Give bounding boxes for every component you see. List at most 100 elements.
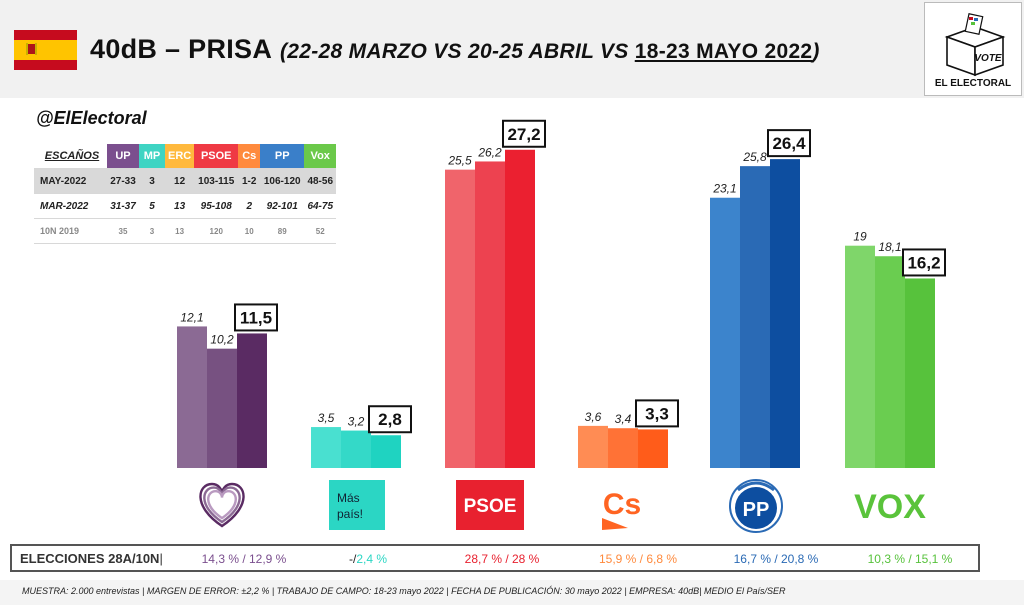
bar bbox=[740, 166, 770, 468]
seats-cell: 1-2 bbox=[238, 168, 261, 194]
seats-head-pp: PP bbox=[260, 144, 305, 169]
seats-cell: 5 bbox=[139, 193, 165, 219]
seats-cell: 3 bbox=[139, 168, 165, 194]
bar-group-cs: 3,6 3,4 3,3 bbox=[578, 399, 679, 468]
seats-cell: 89 bbox=[260, 218, 305, 244]
result-cs: 15,9 % / 6,8 % bbox=[598, 552, 678, 566]
data-label: 26,2 bbox=[477, 145, 502, 159]
seats-cell: 31-37 bbox=[107, 193, 139, 219]
logo-text: EL ELECTORAL bbox=[934, 78, 1012, 89]
vox-logo: VOX bbox=[854, 488, 926, 526]
data-label-current: 11,5 bbox=[240, 308, 272, 327]
footer: MUESTRA: 2.000 entrevistas | MARGEN DE E… bbox=[0, 580, 1024, 605]
seats-cell: 64-75 bbox=[304, 193, 337, 219]
psoe-logo: PSOE bbox=[456, 480, 524, 530]
bar bbox=[177, 326, 207, 468]
bar bbox=[505, 149, 535, 468]
cs-logo: Cs bbox=[602, 488, 641, 530]
bar bbox=[905, 278, 935, 468]
seats-cell: 48-56 bbox=[304, 168, 337, 194]
el-electoral-logo: VOTE EL ELECTORAL bbox=[924, 2, 1022, 96]
seats-cell: 3 bbox=[139, 218, 165, 244]
data-label-current: 2,8 bbox=[378, 410, 402, 429]
bar-group-pp: 23,1 25,8 26,4 bbox=[710, 129, 811, 469]
title-dates-a: 22-28 MARZO VS 20-25 ABRIL VS bbox=[287, 40, 635, 63]
bar-group-m-s-pa-s: 3,5 3,2 2,8 bbox=[311, 405, 412, 468]
seats-table: ESCAÑOS UP MP ERC PSOE Cs PP Vox MAY-202… bbox=[34, 144, 337, 244]
data-label: 3,6 bbox=[585, 410, 602, 424]
seats-head-up: UP bbox=[107, 144, 139, 169]
title-dates: (22-28 MARZO VS 20-25 ABRIL VS 18-23 MAY… bbox=[280, 40, 820, 63]
pp-logo: PP bbox=[729, 479, 783, 533]
seats-cell: 12 bbox=[165, 168, 195, 194]
pp-logo-disc bbox=[735, 487, 777, 529]
title-paren-open: ( bbox=[279, 40, 288, 63]
pp-logo-text: PP bbox=[743, 499, 770, 521]
data-label-box bbox=[767, 129, 811, 158]
result-vox: 10,3 % / 15,1 % bbox=[867, 552, 953, 566]
spain-flag-icon bbox=[14, 30, 77, 70]
bar bbox=[237, 333, 267, 468]
data-label-box bbox=[368, 405, 412, 434]
mas-pais-text-2: país! bbox=[337, 507, 363, 521]
title-main: 40dB – PRISA bbox=[90, 34, 273, 64]
bar bbox=[875, 256, 905, 468]
page-title: 40dB – PRISA (22-28 MARZO VS 20-25 ABRIL… bbox=[90, 34, 820, 65]
bar-group-psoe: 25,5 26,2 27,2 bbox=[445, 119, 546, 468]
seats-head-psoe: PSOE bbox=[194, 144, 239, 169]
cs-icon bbox=[602, 518, 628, 530]
bar bbox=[475, 161, 505, 468]
seats-cell: 10 bbox=[238, 218, 261, 244]
header: 40dB – PRISA (22-28 MARZO VS 20-25 ABRIL… bbox=[0, 0, 1024, 98]
seats-head-vox: Vox bbox=[304, 144, 337, 169]
mas-pais-logo: Más país! bbox=[329, 480, 385, 530]
data-label-current: 16,2 bbox=[907, 253, 940, 272]
ballot-text: VOTE bbox=[974, 53, 1002, 64]
result-up: 14,3 % / 12,9 % bbox=[201, 552, 287, 566]
seats-row-may-2022: MAY-2022 27-33 3 12 103-115 1-2 106-120 … bbox=[34, 168, 337, 194]
seats-row-mar-2022: MAR-2022 31-37 5 13 95-108 2 92-101 64-7… bbox=[34, 193, 337, 219]
seats-row-label: MAR-2022 bbox=[34, 193, 107, 219]
seats-head-mp: MP bbox=[139, 144, 165, 169]
bar bbox=[608, 428, 638, 468]
psoe-icon bbox=[456, 480, 524, 530]
result-mas-pais: -/2,4 % bbox=[349, 552, 387, 566]
seats-cell: 103-115 bbox=[194, 168, 239, 194]
seats-row-label: 10N 2019 bbox=[34, 218, 107, 244]
seats-row-label: MAY-2022 bbox=[34, 168, 107, 194]
seats-corner-label: ESCAÑOS bbox=[34, 144, 107, 169]
data-label-box bbox=[635, 399, 679, 428]
bar bbox=[638, 429, 668, 468]
bar bbox=[578, 425, 608, 468]
heart-stroke bbox=[207, 489, 237, 520]
bar-group-vox: 19 18,1 16,2 bbox=[845, 230, 946, 468]
data-label: 3,5 bbox=[318, 411, 335, 425]
data-label: 12,1 bbox=[180, 310, 203, 324]
data-label: 25,8 bbox=[742, 150, 767, 164]
bar bbox=[311, 427, 341, 468]
seats-cell: 35 bbox=[107, 218, 139, 244]
seats-cell: 13 bbox=[165, 193, 195, 219]
data-label-current: 26,4 bbox=[772, 134, 806, 153]
bar-chart: 12,110,211,53,5 3,2 2,825,526,227,23,6 3,4 3… bbox=[177, 119, 946, 533]
results-label: ELECCIONES 28A/10N| bbox=[20, 551, 163, 566]
seats-row-10n-2019: 10N 2019 35 3 13 120 10 89 52 bbox=[34, 218, 337, 244]
title-paren-close: ) bbox=[812, 40, 820, 63]
pp-logo-arc bbox=[737, 481, 775, 492]
psoe-logo-text: PSOE bbox=[464, 496, 517, 517]
seats-header-row: ESCAÑOS UP MP ERC PSOE Cs PP Vox bbox=[34, 144, 337, 169]
bar bbox=[770, 159, 800, 468]
vox-icon: VOX bbox=[854, 488, 926, 526]
seats-cell: 120 bbox=[194, 218, 239, 244]
seats-cell: 2 bbox=[238, 193, 261, 219]
bar bbox=[371, 435, 401, 468]
bar bbox=[207, 348, 237, 468]
data-label-box bbox=[234, 303, 278, 332]
result-mas-pais-prev: -/ bbox=[348, 552, 357, 566]
bar bbox=[445, 169, 475, 468]
results-separator: | bbox=[159, 551, 163, 566]
result-pp: 16,7 % / 20,8 % bbox=[733, 552, 819, 566]
data-label-current: 27,2 bbox=[507, 125, 540, 144]
data-label: 19 bbox=[853, 230, 867, 244]
seats-cell: 27-33 bbox=[107, 168, 139, 194]
